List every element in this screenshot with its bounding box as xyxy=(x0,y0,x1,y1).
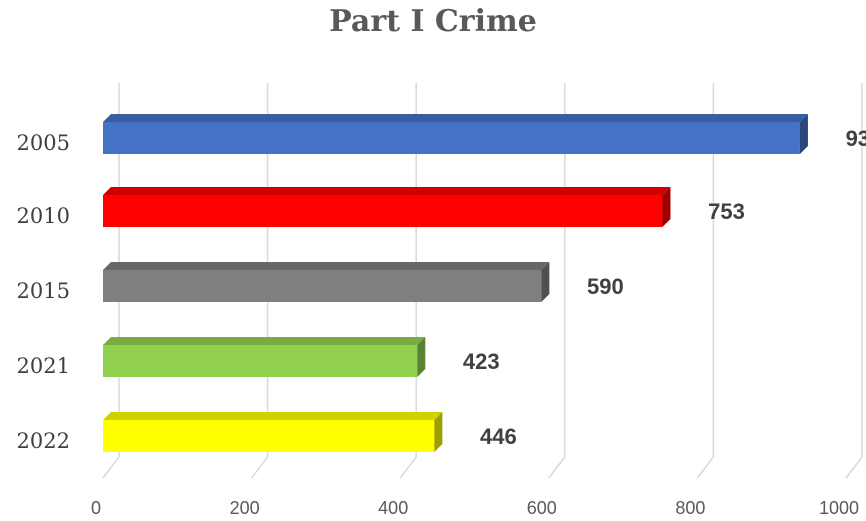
y-tick-label: 2015 xyxy=(17,279,70,303)
x-tick-label: 1000 xyxy=(819,498,859,518)
data-label: 938 xyxy=(846,126,866,151)
y-tick-label: 2005 xyxy=(17,131,70,155)
x-tick-label: 400 xyxy=(378,498,408,518)
bar-top xyxy=(103,337,426,345)
y-tick-label: 2010 xyxy=(17,204,70,228)
bar-side xyxy=(417,337,426,377)
bar-side xyxy=(541,262,550,302)
bar xyxy=(103,345,418,377)
bar-top xyxy=(103,262,550,270)
y-tick-label: 2022 xyxy=(17,429,70,453)
x-tick-label: 200 xyxy=(230,498,260,518)
bar xyxy=(103,270,542,302)
y-tick-label: 2021 xyxy=(17,354,70,378)
data-label: 446 xyxy=(480,424,517,449)
bar-top xyxy=(103,412,443,420)
bar-top xyxy=(103,114,808,122)
data-label: 753 xyxy=(708,199,745,224)
bar-side xyxy=(434,412,443,452)
gridline-floor xyxy=(845,456,863,479)
x-tick-label: 600 xyxy=(527,498,557,518)
bar-side xyxy=(662,187,671,227)
gridline-floor xyxy=(102,456,120,479)
data-label: 423 xyxy=(463,349,500,374)
chart-title: Part I Crime xyxy=(329,4,537,39)
bar xyxy=(103,122,800,154)
data-label: 590 xyxy=(587,274,624,299)
bar xyxy=(103,195,663,227)
gridline-floor xyxy=(696,456,714,479)
bar xyxy=(103,420,435,452)
gridline-floor xyxy=(399,456,417,479)
x-tick-label: 800 xyxy=(675,498,705,518)
x-tick-label: 0 xyxy=(91,498,101,518)
gridline-floor xyxy=(548,456,566,479)
gridline-floor xyxy=(251,456,269,479)
bar-top xyxy=(103,187,671,195)
bar-side xyxy=(799,114,808,154)
